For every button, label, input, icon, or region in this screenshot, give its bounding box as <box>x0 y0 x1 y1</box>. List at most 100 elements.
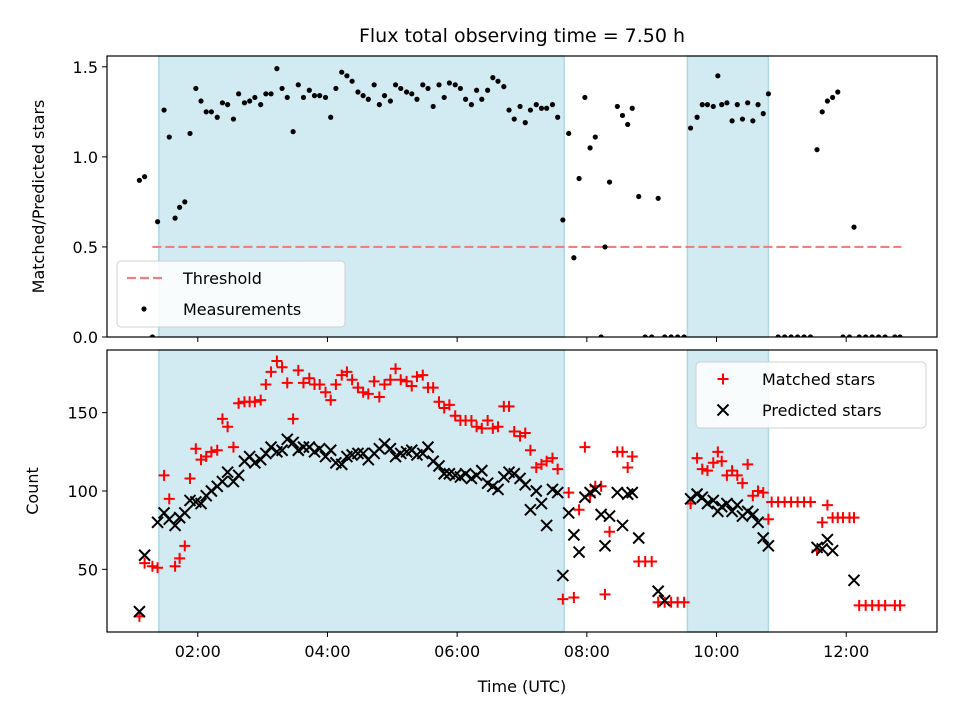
data-point <box>281 377 293 389</box>
data-point <box>146 560 158 572</box>
data-point <box>324 444 337 457</box>
x-tick-label: 08:00 <box>564 642 610 661</box>
data-point <box>420 82 426 88</box>
data-point <box>668 334 674 337</box>
data-point <box>152 562 164 574</box>
data-point <box>541 455 553 467</box>
data-point <box>313 442 326 455</box>
data-point <box>216 413 228 425</box>
data-point <box>490 75 496 81</box>
y-tick-label: 0.5 <box>73 238 98 257</box>
series-predicted-stars <box>133 433 861 618</box>
data-point <box>474 87 480 93</box>
data-point <box>194 497 208 510</box>
x-tick-label: 12:00 <box>823 642 869 661</box>
data-point <box>699 102 705 108</box>
data-point <box>174 552 186 564</box>
data-point <box>414 96 420 102</box>
data-point <box>788 334 794 337</box>
data-point <box>198 98 204 104</box>
data-point <box>707 457 719 469</box>
data-point <box>508 425 520 437</box>
data-point <box>295 82 301 88</box>
series-matched-stars <box>133 355 906 622</box>
data-point <box>379 378 391 390</box>
data-point <box>193 85 199 92</box>
data-point <box>341 366 353 378</box>
data-point <box>352 382 364 394</box>
data-point <box>177 204 183 210</box>
data-point <box>133 605 146 618</box>
data-point <box>452 82 458 88</box>
data-point <box>168 519 182 532</box>
data-point <box>462 96 469 102</box>
data-point <box>200 451 212 463</box>
data-point <box>158 469 170 481</box>
data-point <box>403 89 410 95</box>
data-point <box>225 102 231 108</box>
data-point <box>821 499 833 511</box>
data-point <box>317 93 323 99</box>
data-point <box>221 465 234 479</box>
data-point <box>573 504 585 516</box>
data-point <box>563 487 575 499</box>
data-point <box>552 463 564 475</box>
data-point <box>387 98 393 104</box>
data-point <box>826 544 839 557</box>
data-point <box>752 485 764 497</box>
data-point <box>840 334 846 337</box>
data-point <box>816 542 829 556</box>
data-point <box>642 334 648 337</box>
data-point <box>335 458 348 471</box>
data-point <box>704 102 711 108</box>
data-point <box>233 397 245 409</box>
data-point <box>365 96 371 102</box>
data-point <box>894 599 906 611</box>
data-point <box>475 464 489 477</box>
data-point <box>433 396 445 408</box>
data-point <box>417 369 429 381</box>
data-point <box>598 539 612 553</box>
data-point <box>241 100 248 106</box>
data-point <box>190 443 202 455</box>
data-point <box>566 130 572 137</box>
data-point <box>626 451 638 463</box>
data-point <box>211 444 223 456</box>
data-point <box>662 334 668 337</box>
data-point <box>696 463 708 475</box>
data-point <box>519 427 531 439</box>
data-point <box>805 496 817 508</box>
data-point <box>222 421 234 433</box>
data-point <box>557 593 569 605</box>
data-point <box>582 94 588 101</box>
data-point <box>560 217 566 223</box>
data-point <box>879 599 891 611</box>
data-point <box>616 519 629 532</box>
x-tick-label: 04:00 <box>304 642 350 661</box>
data-point <box>589 483 602 496</box>
legend-dot-swatch <box>141 306 147 312</box>
data-point <box>339 69 345 75</box>
data-point <box>297 377 309 389</box>
data-point <box>555 114 561 120</box>
data-point <box>292 364 304 376</box>
data-point <box>571 255 577 261</box>
data-point <box>314 378 326 390</box>
data-point <box>617 446 629 458</box>
data-point <box>390 363 402 375</box>
data-point <box>425 85 431 92</box>
data-point <box>556 569 570 582</box>
data-point <box>835 89 841 95</box>
data-point <box>501 84 507 90</box>
data-point <box>511 116 517 122</box>
data-point <box>476 422 488 434</box>
data-point <box>457 85 463 92</box>
legend: Matched stars Predicted stars <box>695 361 927 429</box>
data-point <box>726 465 738 477</box>
data-point <box>300 94 307 101</box>
data-point <box>625 121 631 128</box>
data-point <box>249 396 261 408</box>
data-point <box>751 516 765 529</box>
data-point <box>572 545 586 559</box>
data-point <box>851 224 857 230</box>
